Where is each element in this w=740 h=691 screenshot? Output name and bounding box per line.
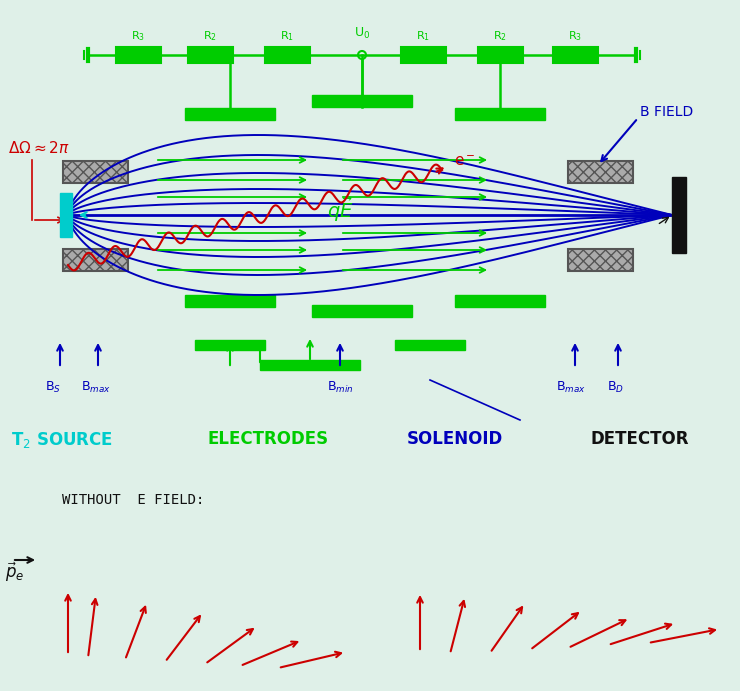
Text: e$^-$: e$^-$ [454, 155, 475, 169]
Bar [312, 305, 412, 317]
Bar [195, 340, 265, 350]
Text: R$_3$: R$_3$ [568, 29, 582, 43]
Text: ELECTRODES: ELECTRODES [207, 430, 329, 448]
Text: R$_3$: R$_3$ [131, 29, 145, 43]
Text: B$_S$: B$_S$ [45, 380, 61, 395]
Bar [400, 47, 445, 63]
Text: R$_1$: R$_1$ [280, 29, 294, 43]
Text: WITHOUT  E FIELD:: WITHOUT E FIELD: [62, 493, 204, 507]
Text: B$_{max}$: B$_{max}$ [81, 380, 111, 395]
FancyBboxPatch shape [568, 161, 633, 183]
Bar [185, 108, 275, 120]
FancyBboxPatch shape [62, 249, 127, 271]
Bar [672, 177, 686, 253]
Bar [395, 340, 465, 350]
Bar [264, 47, 309, 63]
Text: B$_D$: B$_D$ [608, 380, 625, 395]
Text: DETECTOR: DETECTOR [591, 430, 689, 448]
Bar [455, 295, 545, 307]
Bar [553, 47, 597, 63]
Text: R$_1$: R$_1$ [416, 29, 430, 43]
Text: $q\vec{E}$: $q\vec{E}$ [326, 196, 353, 224]
Text: B$_{min}$: B$_{min}$ [326, 380, 353, 395]
Bar [260, 360, 360, 370]
Bar [60, 193, 72, 237]
FancyBboxPatch shape [62, 161, 127, 183]
Bar [115, 47, 161, 63]
FancyBboxPatch shape [568, 249, 633, 271]
Bar [185, 295, 275, 307]
Text: SOLENOID: SOLENOID [407, 430, 503, 448]
Text: B$_{max}$: B$_{max}$ [556, 380, 586, 395]
Text: $\vec{p}_e$: $\vec{p}_e$ [5, 560, 24, 584]
Bar [312, 95, 412, 107]
Bar [477, 47, 522, 63]
Text: U$_0$: U$_0$ [354, 26, 370, 41]
Text: T$_2$ SOURCE: T$_2$ SOURCE [11, 430, 113, 450]
Bar [455, 108, 545, 120]
Text: R$_2$: R$_2$ [203, 29, 217, 43]
Bar [187, 47, 232, 63]
Text: R$_2$: R$_2$ [493, 29, 507, 43]
Text: B FIELD: B FIELD [640, 105, 693, 119]
Text: $\Delta\Omega \approx 2\pi$: $\Delta\Omega \approx 2\pi$ [8, 140, 70, 156]
